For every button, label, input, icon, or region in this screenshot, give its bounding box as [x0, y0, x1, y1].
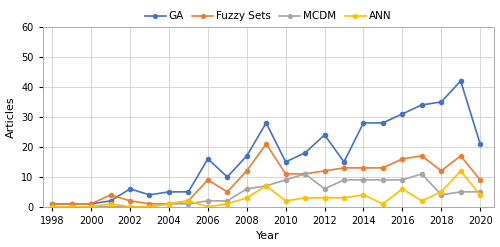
ANN — [360, 193, 366, 196]
ANN — [108, 202, 114, 205]
Fuzzy Sets — [477, 178, 483, 181]
ANN — [477, 193, 483, 196]
GA — [477, 143, 483, 145]
MCDM — [438, 193, 444, 196]
ANN — [146, 205, 152, 208]
MCDM — [400, 178, 406, 181]
GA — [438, 101, 444, 103]
GA — [68, 202, 74, 205]
GA — [341, 160, 347, 163]
MCDM — [186, 202, 192, 205]
MCDM — [224, 199, 230, 202]
ANN — [438, 190, 444, 193]
Legend: GA, Fuzzy Sets, MCDM, ANN: GA, Fuzzy Sets, MCDM, ANN — [140, 7, 396, 25]
Fuzzy Sets — [88, 202, 94, 205]
Fuzzy Sets — [244, 169, 250, 172]
Fuzzy Sets — [438, 169, 444, 172]
Fuzzy Sets — [166, 202, 172, 205]
ANN — [302, 196, 308, 199]
ANN — [205, 205, 211, 208]
Fuzzy Sets — [400, 157, 406, 160]
ANN — [224, 202, 230, 205]
Line: Fuzzy Sets: Fuzzy Sets — [50, 142, 482, 206]
Fuzzy Sets — [49, 202, 55, 205]
GA — [127, 187, 133, 190]
GA — [380, 122, 386, 124]
ANN — [380, 202, 386, 205]
ANN — [282, 199, 288, 202]
MCDM — [205, 199, 211, 202]
GA — [458, 80, 464, 82]
Fuzzy Sets — [146, 202, 152, 205]
MCDM — [263, 185, 269, 187]
Fuzzy Sets — [302, 172, 308, 175]
MCDM — [341, 178, 347, 181]
MCDM — [419, 172, 425, 175]
Line: MCDM: MCDM — [50, 172, 482, 209]
GA — [205, 157, 211, 160]
Fuzzy Sets — [322, 169, 328, 172]
Y-axis label: Articles: Articles — [6, 96, 16, 138]
ANN — [127, 205, 133, 208]
MCDM — [458, 190, 464, 193]
Fuzzy Sets — [360, 166, 366, 169]
MCDM — [127, 205, 133, 208]
GA — [244, 154, 250, 157]
Fuzzy Sets — [458, 154, 464, 157]
GA — [186, 190, 192, 193]
MCDM — [49, 205, 55, 208]
GA — [224, 175, 230, 178]
ANN — [49, 205, 55, 208]
MCDM — [322, 187, 328, 190]
GA — [88, 202, 94, 205]
Fuzzy Sets — [263, 143, 269, 145]
Line: ANN: ANN — [50, 169, 482, 209]
ANN — [244, 196, 250, 199]
MCDM — [166, 202, 172, 205]
ANN — [166, 202, 172, 205]
ANN — [341, 196, 347, 199]
GA — [419, 103, 425, 106]
Fuzzy Sets — [127, 199, 133, 202]
MCDM — [244, 187, 250, 190]
GA — [400, 112, 406, 115]
Fuzzy Sets — [380, 166, 386, 169]
MCDM — [380, 178, 386, 181]
ANN — [400, 187, 406, 190]
GA — [49, 202, 55, 205]
ANN — [322, 196, 328, 199]
MCDM — [146, 205, 152, 208]
GA — [108, 199, 114, 202]
GA — [263, 122, 269, 124]
ANN — [88, 205, 94, 208]
ANN — [458, 169, 464, 172]
MCDM — [302, 172, 308, 175]
ANN — [263, 185, 269, 187]
Line: GA: GA — [50, 79, 482, 206]
MCDM — [477, 190, 483, 193]
X-axis label: Year: Year — [256, 231, 280, 242]
ANN — [68, 205, 74, 208]
MCDM — [360, 178, 366, 181]
MCDM — [88, 205, 94, 208]
GA — [302, 151, 308, 154]
Fuzzy Sets — [224, 190, 230, 193]
GA — [282, 160, 288, 163]
MCDM — [282, 178, 288, 181]
Fuzzy Sets — [186, 199, 192, 202]
GA — [146, 193, 152, 196]
GA — [322, 133, 328, 136]
ANN — [419, 199, 425, 202]
MCDM — [108, 205, 114, 208]
ANN — [186, 199, 192, 202]
MCDM — [68, 205, 74, 208]
Fuzzy Sets — [108, 193, 114, 196]
GA — [360, 122, 366, 124]
Fuzzy Sets — [419, 154, 425, 157]
Fuzzy Sets — [282, 172, 288, 175]
Fuzzy Sets — [205, 178, 211, 181]
Fuzzy Sets — [68, 202, 74, 205]
Fuzzy Sets — [341, 166, 347, 169]
GA — [166, 190, 172, 193]
